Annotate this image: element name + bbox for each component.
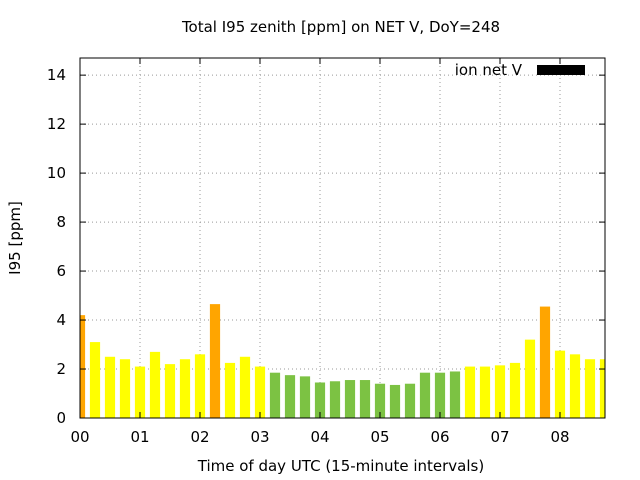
y-tick-label: 14 (47, 66, 66, 84)
bar (359, 380, 371, 418)
x-tick-label: 06 (430, 428, 449, 446)
bar (164, 364, 176, 418)
legend-swatch (537, 65, 585, 75)
bar (284, 375, 296, 418)
legend-label: ion net V (455, 61, 523, 79)
bar (509, 362, 521, 418)
bar (239, 356, 251, 418)
y-tick-label: 8 (56, 213, 66, 231)
chart-title: Total I95 zenith [ppm] on NET V, DoY=248 (181, 18, 500, 36)
bar (419, 372, 431, 418)
bar (89, 342, 101, 418)
bars (80, 304, 605, 418)
bar (179, 359, 191, 418)
y-tick-label: 4 (56, 311, 66, 329)
bar (329, 381, 341, 418)
x-tick-label: 01 (130, 428, 149, 446)
grid-lines (80, 58, 605, 418)
x-tick-label: 04 (310, 428, 329, 446)
bar (134, 366, 146, 418)
bar (194, 354, 206, 418)
x-tick-label: 03 (250, 428, 269, 446)
bar (80, 315, 86, 418)
y-tick-label: 10 (47, 164, 66, 182)
y-tick-label: 0 (56, 409, 66, 427)
bar (149, 351, 161, 418)
y-axis-label: I95 [ppm] (6, 201, 24, 275)
bar (209, 304, 221, 418)
y-tick-label: 2 (56, 360, 66, 378)
bar (449, 371, 461, 418)
y-tick-label: 12 (47, 115, 66, 133)
y-tick-label: 6 (56, 262, 66, 280)
bar (104, 356, 116, 418)
bar (299, 376, 311, 418)
bar (479, 366, 491, 418)
bar (269, 372, 281, 418)
legend: ion net V (455, 61, 585, 79)
bar (254, 366, 266, 418)
x-tick-label: 00 (70, 428, 89, 446)
bar (464, 366, 476, 418)
bar (344, 380, 356, 418)
bar (224, 362, 236, 418)
bar (119, 359, 131, 418)
bar (434, 372, 446, 418)
bar (584, 359, 596, 418)
bar (569, 354, 581, 418)
bar (374, 383, 386, 418)
x-tick-label: 05 (370, 428, 389, 446)
bar (389, 384, 401, 418)
x-axis-label: Time of day UTC (15-minute intervals) (197, 457, 484, 475)
bar (404, 383, 416, 418)
x-tick-label: 08 (550, 428, 569, 446)
bar (524, 339, 536, 418)
bar (554, 350, 566, 418)
x-tick-label: 07 (490, 428, 509, 446)
bar (599, 359, 605, 418)
plot-frame (79, 57, 606, 419)
bar (494, 365, 506, 418)
x-tick-label: 02 (190, 428, 209, 446)
bar (314, 382, 326, 418)
bar (539, 306, 551, 418)
